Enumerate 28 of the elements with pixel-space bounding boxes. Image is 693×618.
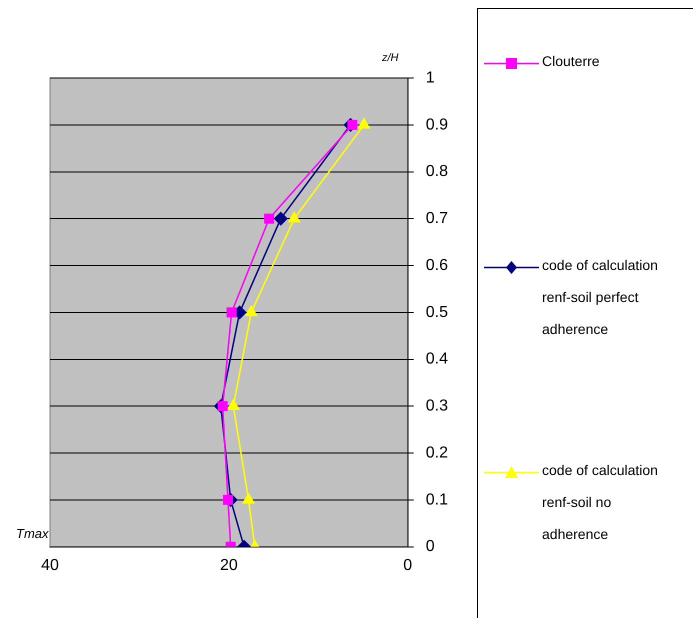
y-tick-label: 0.9 — [426, 116, 448, 134]
legend-label: code of calculation renf-soil perfect adherence — [542, 256, 659, 339]
y-tick-label: 0.2 — [426, 444, 448, 462]
point — [264, 214, 274, 224]
point — [245, 306, 258, 316]
point — [226, 307, 237, 318]
point — [242, 493, 254, 504]
point — [222, 494, 233, 505]
y-tick-label: 0.3 — [426, 398, 448, 415]
point — [358, 118, 370, 129]
y-tick-label: 0.8 — [426, 163, 448, 180]
x-tick-label: 0 — [403, 556, 412, 574]
point — [227, 399, 240, 410]
x-tick-label: 20 — [220, 556, 238, 574]
legend-label: Clouterre — [542, 52, 601, 71]
y-tick-label: 0.7 — [426, 210, 448, 228]
point — [274, 212, 288, 226]
y-tick-label: 0 — [426, 538, 435, 556]
y-tick-label: 1 — [426, 69, 435, 86]
point — [288, 212, 300, 222]
y-tick-label: 0.4 — [426, 350, 448, 368]
y-tick-label: 0.5 — [426, 304, 448, 321]
x-tick-label: 40 — [41, 556, 59, 574]
y-tick-label: 0.1 — [426, 491, 448, 508]
legend-label: code of calculation renf-soil no adherence — [542, 461, 659, 544]
y-tick-label: 0.6 — [426, 256, 448, 274]
y-axis-title: z/H — [382, 52, 398, 64]
x-axis-title: Tmax — [16, 526, 48, 541]
